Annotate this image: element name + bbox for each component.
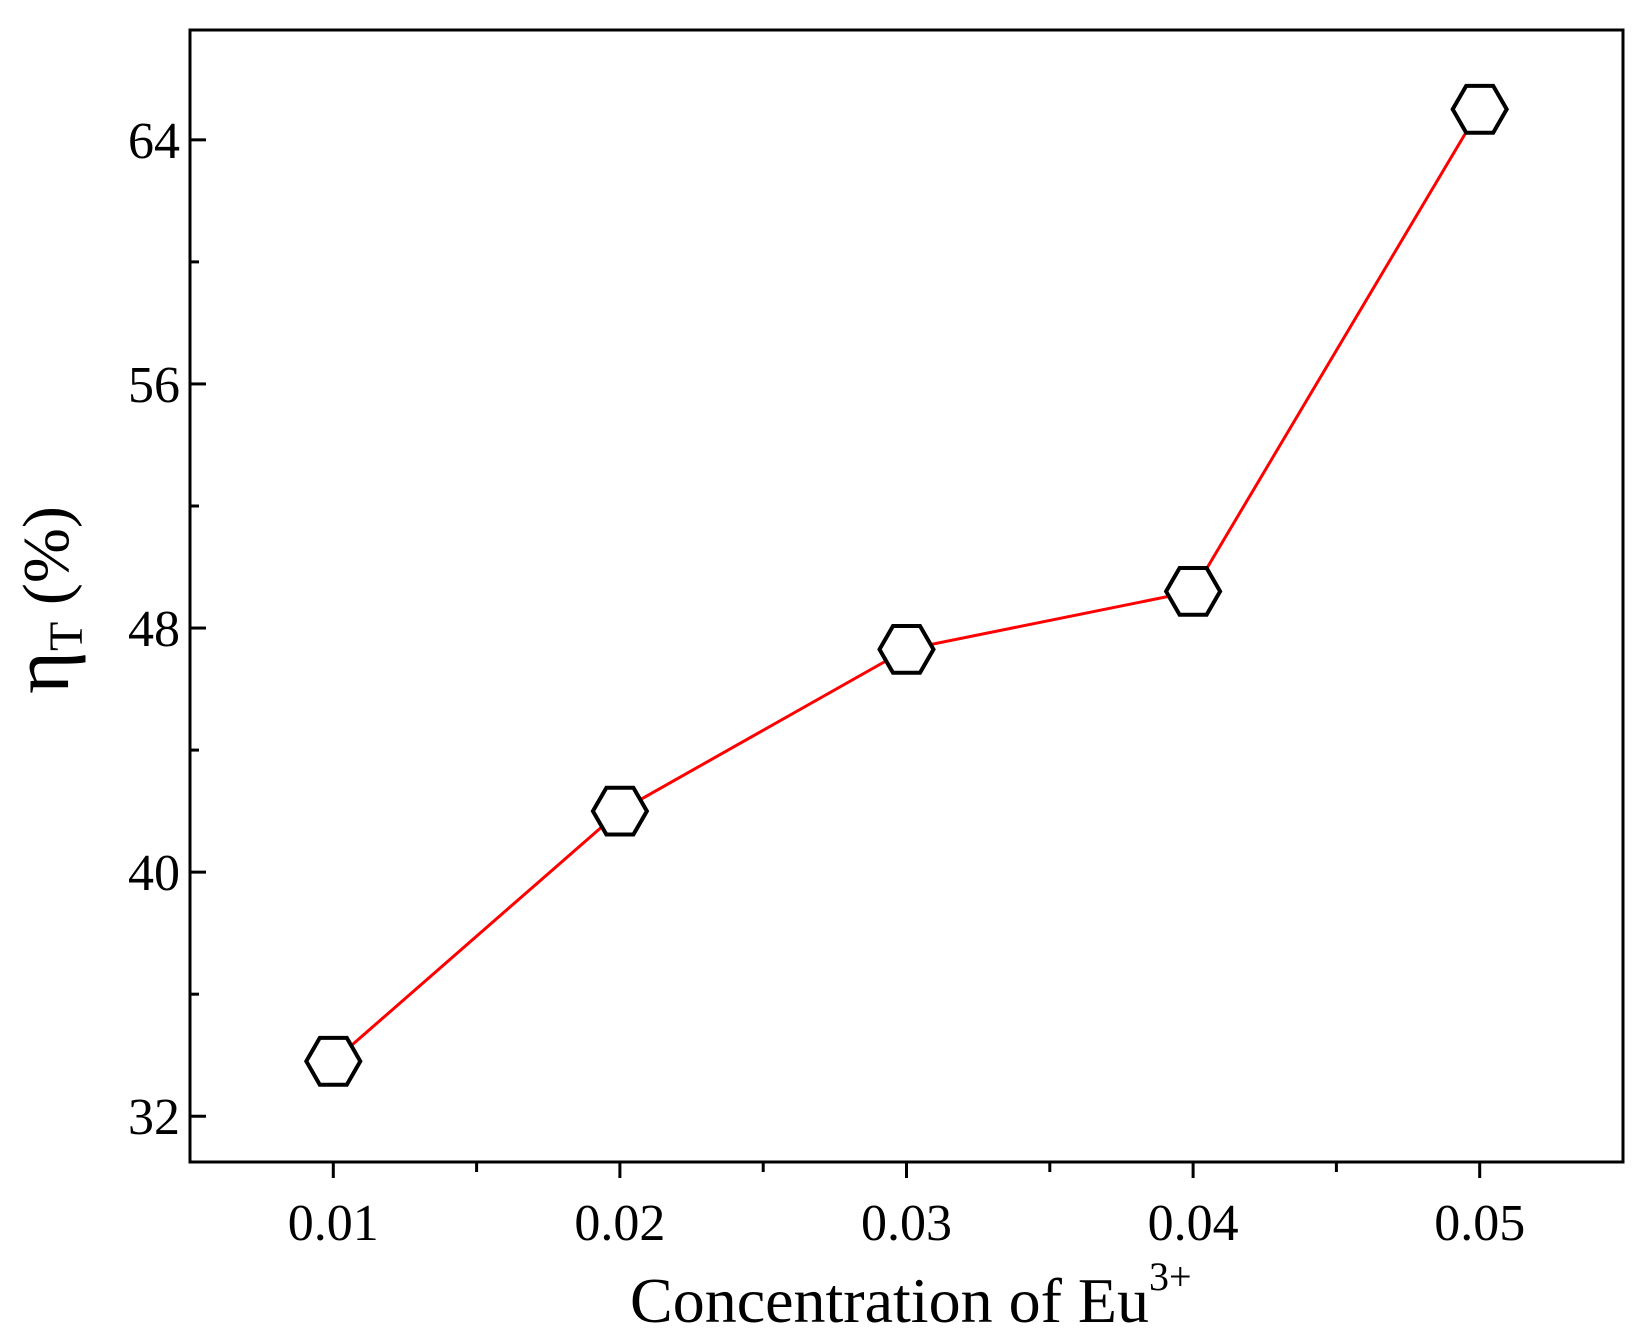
data-point-marker bbox=[1163, 566, 1223, 617]
y-axis: 32 40 48 56 64 bbox=[128, 113, 206, 1146]
x-tick-label: 0.02 bbox=[574, 1195, 665, 1252]
y-axis-label-unit: (%) bbox=[10, 506, 83, 621]
x-axis-label-text: Concentration of Eu bbox=[630, 1265, 1149, 1332]
y-axis-label-subscript: T bbox=[40, 622, 93, 651]
x-axis-label: Concentration of Eu3+ bbox=[630, 1254, 1192, 1332]
markers bbox=[303, 83, 1510, 1087]
data-point-marker bbox=[303, 1035, 363, 1087]
plot-frame bbox=[188, 28, 1625, 1164]
y-tick-label: 32 bbox=[128, 1089, 180, 1146]
x-tick-label: 0.01 bbox=[288, 1195, 379, 1252]
x-tick-label: 0.04 bbox=[1148, 1195, 1239, 1252]
y-axis-label: ηT (%) bbox=[0, 506, 93, 694]
x-axis-label-superscript: 3+ bbox=[1149, 1254, 1192, 1299]
x-tick-label: 0.03 bbox=[861, 1195, 952, 1252]
data-point-marker bbox=[877, 624, 936, 675]
minor-ticks bbox=[190, 260, 1338, 1172]
y-axis-label-symbol: η bbox=[0, 651, 86, 694]
x-axis: 0.01 0.02 0.03 0.04 0.05 bbox=[288, 1162, 1525, 1252]
x-tick-label: 0.05 bbox=[1434, 1195, 1525, 1252]
data-point-marker bbox=[1450, 83, 1510, 135]
y-tick-label: 64 bbox=[128, 113, 180, 170]
y-tick-label: 48 bbox=[128, 601, 180, 658]
y-tick-label: 40 bbox=[128, 845, 180, 902]
series-line bbox=[332, 108, 1481, 1063]
data-point-marker bbox=[590, 785, 650, 837]
y-tick-label: 56 bbox=[128, 357, 180, 414]
